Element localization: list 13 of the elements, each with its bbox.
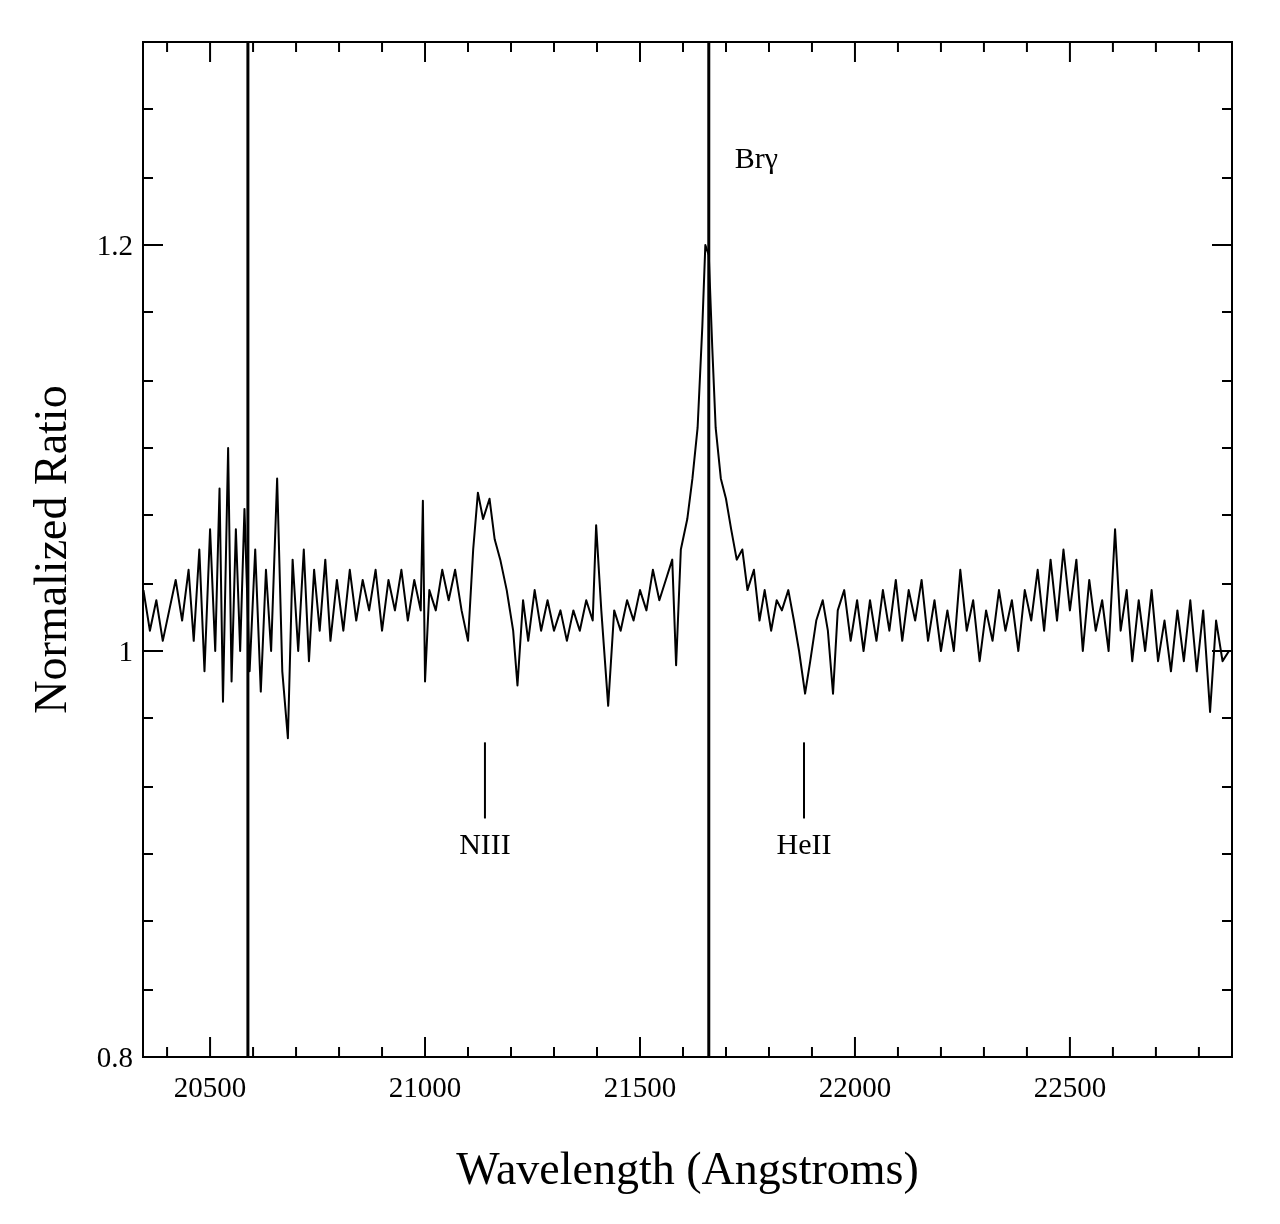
x-tick-label: 22000 xyxy=(818,1071,892,1103)
y-tick-label: 1 xyxy=(118,635,133,668)
x-tick-label: 21000 xyxy=(388,1071,462,1103)
x-tick-label: 22500 xyxy=(1033,1071,1107,1103)
y-axis-title: Normalized Ratio xyxy=(25,385,76,714)
x-tick-label: 20500 xyxy=(173,1071,247,1103)
x-axis-title: Wavelength (Angstroms) xyxy=(456,1143,919,1194)
annotation: NIII xyxy=(459,827,511,860)
x-tick-label: 21500 xyxy=(603,1071,677,1103)
y-tick-label: 1.2 xyxy=(96,229,133,262)
annotation: HeII xyxy=(776,827,832,860)
ref-line-label: Brγ xyxy=(734,141,779,174)
y-tick-label: 0.8 xyxy=(96,1041,133,1074)
